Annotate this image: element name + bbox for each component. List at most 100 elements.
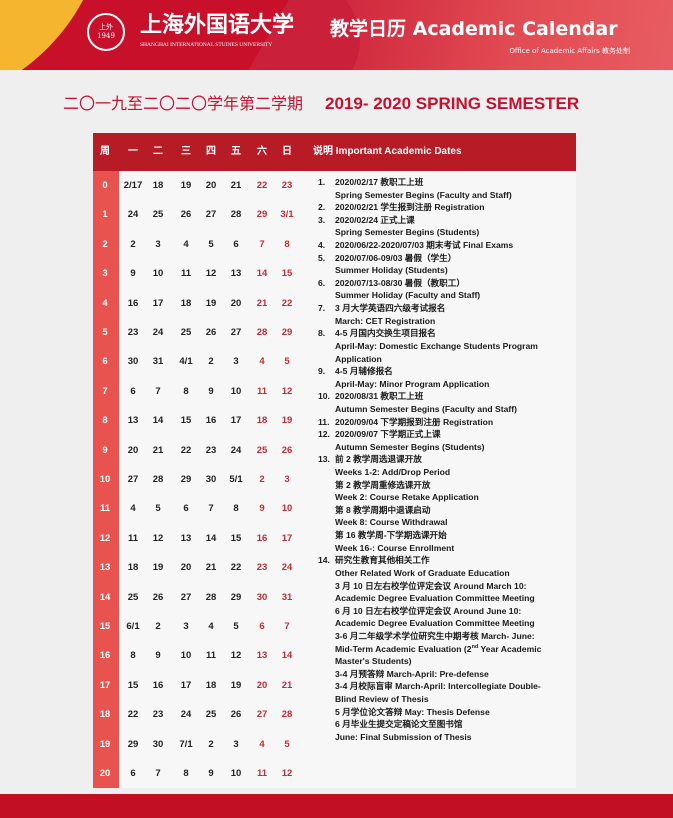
note-line: 6 月 10 日左右校学位评定会议 Around June 10: [335, 605, 522, 616]
note-line: 5 月学位论文答辩 May: Thesis Defense [335, 706, 490, 717]
week-number: 7 [102, 385, 108, 397]
week-row: 12 11 12 13 14 15 16 17 [93, 524, 313, 553]
column-header: 六 [257, 146, 267, 157]
date-cell: 11 [205, 650, 217, 662]
date-cell: 17 [180, 679, 192, 691]
date-cell: 12 [281, 768, 293, 779]
week-row: 1 24 25 26 27 28 29 3/1 [93, 200, 313, 229]
note-text: Year Academic [478, 643, 542, 654]
week-row: 20 6 7 8 9 10 11 12 [93, 759, 313, 788]
date-cell: 3 [183, 621, 189, 632]
date-cell: 21 [205, 562, 217, 574]
column-header: 三 [181, 146, 191, 157]
week-row: 11 4 5 6 7 8 9 10 [93, 494, 313, 523]
note-line: Spring Semester Begins (Students) [335, 227, 480, 238]
date-cell: 10 [230, 385, 242, 397]
note-line: Blind Review of Thesis [335, 693, 429, 704]
date-cell: 9 [155, 650, 161, 662]
date-cell: 19 [205, 297, 217, 309]
date-cell: 29 [127, 738, 139, 750]
university-name-en: SHANGHAI INTERNATIONAL STUDIES UNIVERSIT… [140, 42, 273, 48]
date-cell: 15 [230, 532, 242, 544]
note-item: 2. 2020/02/21 学生报到注册 Registration [318, 201, 573, 214]
week-row: 3 9 10 11 12 13 14 15 [93, 259, 313, 288]
date-cell: 5 [284, 738, 290, 750]
note-item: 9. 4-5 月辅修报名 April-May: Minor Program Appl… [318, 365, 573, 390]
date-cell: 27 [180, 591, 192, 603]
week-row: 9 20 21 22 23 24 25 26 [93, 436, 313, 465]
week-row: 6 30 31 4/1 2 3 4 5 [93, 347, 313, 376]
week-row: 18 22 23 24 25 26 27 28 [93, 700, 313, 729]
date-cell: 18 [152, 180, 164, 191]
date-cell: 2 [259, 474, 265, 485]
date-cell: 19 [230, 679, 242, 691]
date-cell: 27 [230, 327, 242, 338]
date-cell: 15 [281, 268, 293, 280]
note-line: Summer Holiday (Students) [335, 265, 448, 276]
notes-header: 说明 Important Academic Dates [313, 146, 462, 157]
date-cell: 12 [230, 650, 242, 662]
important-dates-list: 1. 2020/02/17 教职工上班 Spring Semester Begins… [318, 176, 573, 743]
note-line: 2020/02/17 教职工上班 [335, 177, 424, 187]
date-cell: 26 [180, 209, 192, 221]
note-line: Summer Holiday (Faculty and Staff) [335, 290, 481, 301]
date-cell: 24 [230, 444, 242, 456]
date-cell: 6 [183, 503, 189, 515]
date-cell: 22 [256, 180, 268, 191]
week-number: 12 [99, 532, 111, 544]
note-line: June: Final Submission of Thesis [335, 731, 472, 742]
date-cell: 22 [281, 297, 293, 309]
date-cell: 6 [233, 238, 239, 250]
date-cell: 3 [233, 356, 239, 368]
week-number: 13 [99, 562, 111, 574]
date-cell: 26 [205, 327, 217, 338]
date-cell: 28 [230, 209, 242, 221]
note-line: 前 2 教学周选退课开放 [335, 454, 422, 465]
date-cell: 4 [183, 238, 189, 250]
date-cell: 26 [281, 444, 293, 456]
week-number: 5 [102, 327, 108, 338]
date-cell: 3 [284, 474, 290, 485]
date-cell: 12 [205, 268, 217, 280]
page-title-cn: 二〇一九至二〇二〇学年第二学期 [63, 94, 304, 113]
note-number: 7. [318, 303, 326, 314]
date-cell: 2 [130, 238, 136, 250]
week-number: 1 [102, 209, 108, 221]
page-title-en: 2019- 2020 SPRING SEMESTER [325, 94, 580, 113]
week-number: 3 [102, 268, 108, 280]
date-cell: 24 [152, 327, 164, 338]
date-cell: 18 [256, 415, 268, 427]
note-number: 12. [318, 429, 330, 440]
note-item: 4. 2020/06/22-2020/07/03 期末考试 Final Exams [318, 239, 573, 252]
note-line: March: CET Registration [335, 315, 436, 326]
date-cell: 9 [259, 503, 265, 515]
date-cell: 12 [152, 532, 164, 544]
date-cell: 12 [281, 385, 293, 397]
date-cell: 14 [152, 415, 164, 427]
date-cell: 19 [281, 415, 293, 427]
note-line: 研究生教育其他相关工作 [335, 555, 430, 566]
date-cell: 20 [127, 444, 139, 456]
date-cell: 17 [281, 532, 293, 544]
date-cell: 14 [256, 268, 268, 280]
date-cell: 16 [256, 532, 268, 544]
week-row: 4 16 17 18 19 20 21 22 [93, 289, 313, 318]
note-line: 3 月 10 日左右校学位评定会议 Around March 10: [335, 580, 527, 591]
date-cell: 27 [256, 709, 268, 721]
note-line: Spring Semester Begins (Faculty and Staf… [335, 189, 512, 200]
note-line: 第 8 教学周期中退课启动 [335, 504, 431, 515]
date-cell: 13 [256, 650, 268, 662]
date-cell: 17 [230, 415, 242, 427]
note-line: 3-4 月预答辩 March-April: Pre-defense [335, 668, 489, 679]
date-cell: 11 [256, 385, 268, 397]
note-number: 8. [318, 328, 326, 339]
table-header: 说明 Important Academic Dates 周 一 二 三 四 五 六 日 [93, 133, 576, 171]
date-cell: 23 [256, 562, 268, 574]
date-cell: 22 [230, 562, 242, 574]
university-name-cn: 上海外国语大学 [140, 12, 295, 38]
note-item: 8. 4-5 月国内交换生项目报名 April-May: Domestic Exch… [318, 327, 573, 365]
note-line: Academic Degree Evaluation Committee Mee… [335, 618, 535, 629]
week-row: 5 23 24 25 26 27 28 29 [93, 318, 313, 347]
week-number: 6 [102, 356, 108, 368]
note-number: 14. [318, 555, 330, 566]
